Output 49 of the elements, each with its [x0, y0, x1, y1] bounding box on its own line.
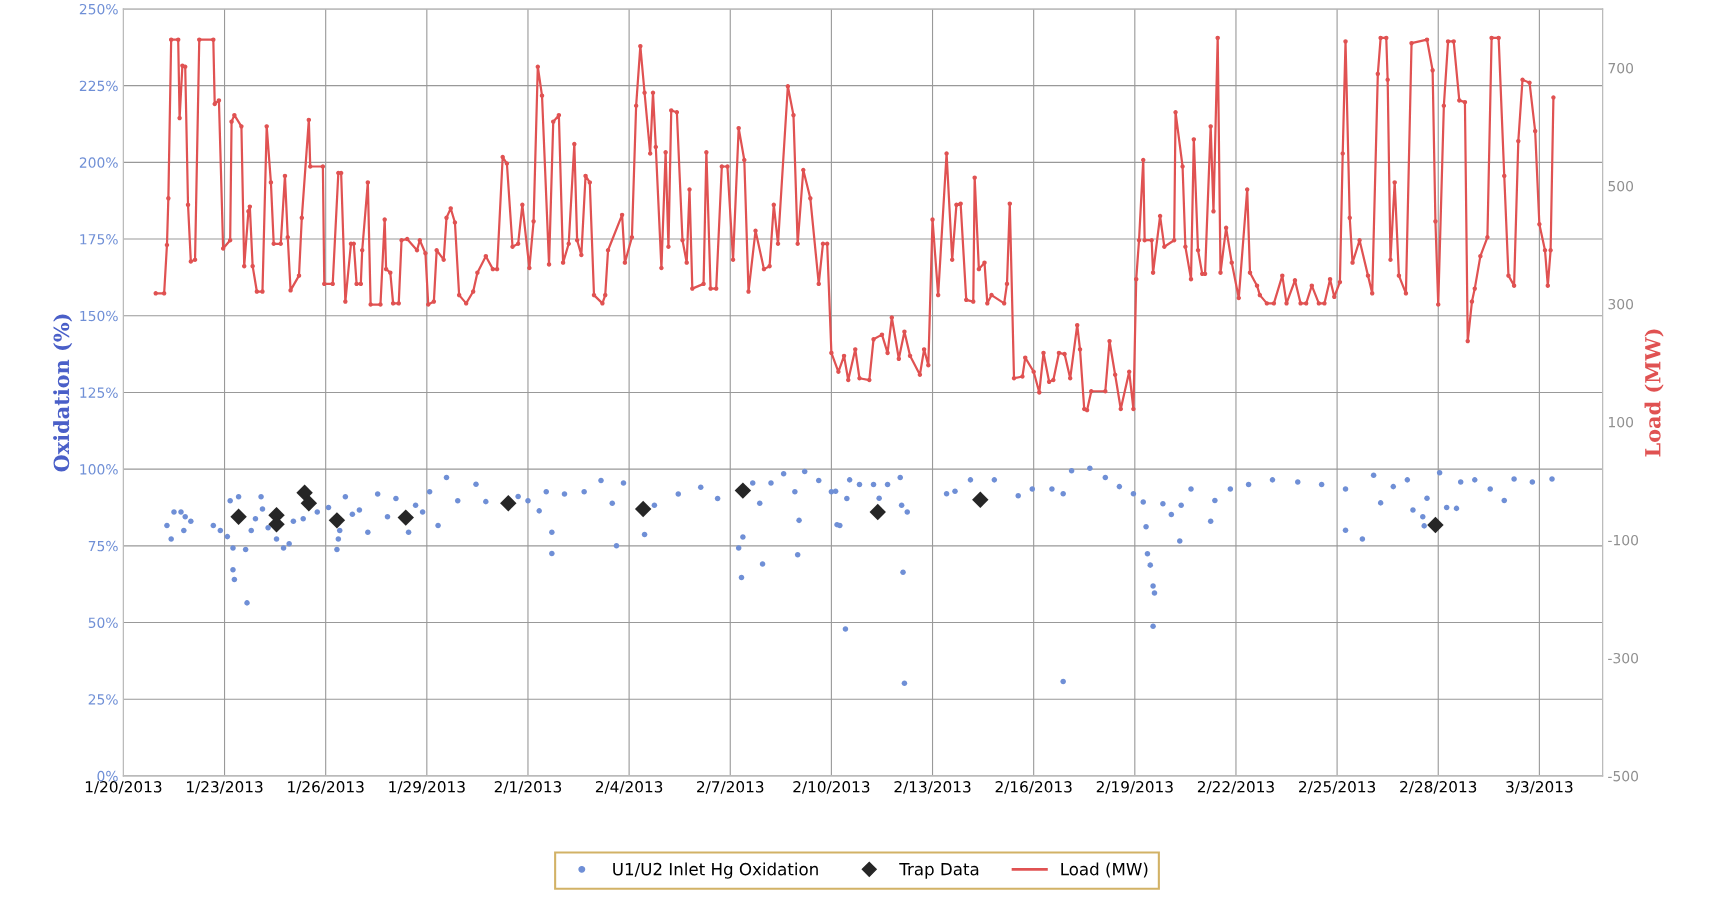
- point: [500, 494, 517, 512]
- point: [328, 512, 346, 529]
- x-tick-label: 1/26/2013: [288, 781, 364, 794]
- point: [634, 500, 652, 518]
- y-tick-label: 25%: [88, 694, 118, 705]
- point: [734, 482, 752, 499]
- y-tick-label: 250%: [79, 3, 118, 15]
- y-tick-label: 100%: [80, 464, 118, 475]
- y-tick-label: 175%: [80, 234, 118, 245]
- y2-tick-label: -500: [1608, 770, 1639, 782]
- point: [230, 508, 247, 525]
- y2-tick-label: 300: [1608, 298, 1634, 310]
- x-tick-label: 2/13/2013: [894, 781, 971, 794]
- point: [397, 509, 414, 526]
- x-tick-label: 2/10/2013: [793, 781, 870, 794]
- x-tick-label: 2/22/2013: [1197, 781, 1274, 794]
- y-tick-label: 225%: [79, 80, 118, 92]
- point: [296, 484, 313, 501]
- y-tick-label: 125%: [80, 387, 118, 398]
- legend-label: Trap Data: [899, 863, 979, 879]
- legend-label: U1/U2 Inlet Hg Oxidation: [613, 862, 818, 879]
- y2-tick-label: -100: [1608, 534, 1639, 546]
- y2-tick-label: 100: [1608, 416, 1634, 428]
- x-tick-label: 1/20/2013: [85, 781, 162, 794]
- x-tick-label: 2/4/2013: [595, 781, 663, 794]
- y-tick-label: 50%: [88, 617, 118, 628]
- y-tick-label: 200%: [79, 157, 118, 168]
- y-tick-label: 150%: [80, 310, 118, 322]
- x-tick-label: 2/19/2013: [1096, 781, 1173, 794]
- point: [300, 494, 318, 512]
- x-tick-label: 1/23/2013: [187, 781, 263, 794]
- y-tick-label: 75%: [88, 540, 118, 552]
- x-tick-label: 2/16/2013: [995, 781, 1072, 794]
- y-axis-title: Oxidation (%): [53, 314, 73, 472]
- y2-tick-label: 500: [1608, 180, 1634, 192]
- y-tick-label: 0%: [97, 770, 118, 782]
- point: [1427, 516, 1444, 534]
- x-tick-label: 3/3/2013: [1506, 781, 1573, 794]
- y2-axis-title: Load (MW): [1644, 329, 1664, 457]
- x-tick-label: 2/7/2013: [697, 781, 764, 794]
- x-tick-label: 2/28/2013: [1400, 781, 1477, 794]
- y2-tick-label: -300: [1608, 652, 1639, 664]
- legend-label: Load (MW): [1061, 862, 1148, 878]
- x-tick-label: 2/25/2013: [1299, 781, 1376, 794]
- x-tick-label: 1/29/2013: [389, 781, 465, 794]
- point: [869, 503, 886, 521]
- y2-tick-label: 700: [1608, 62, 1634, 74]
- x-tick-label: 2/1/2013: [494, 781, 562, 794]
- point: [972, 491, 989, 509]
